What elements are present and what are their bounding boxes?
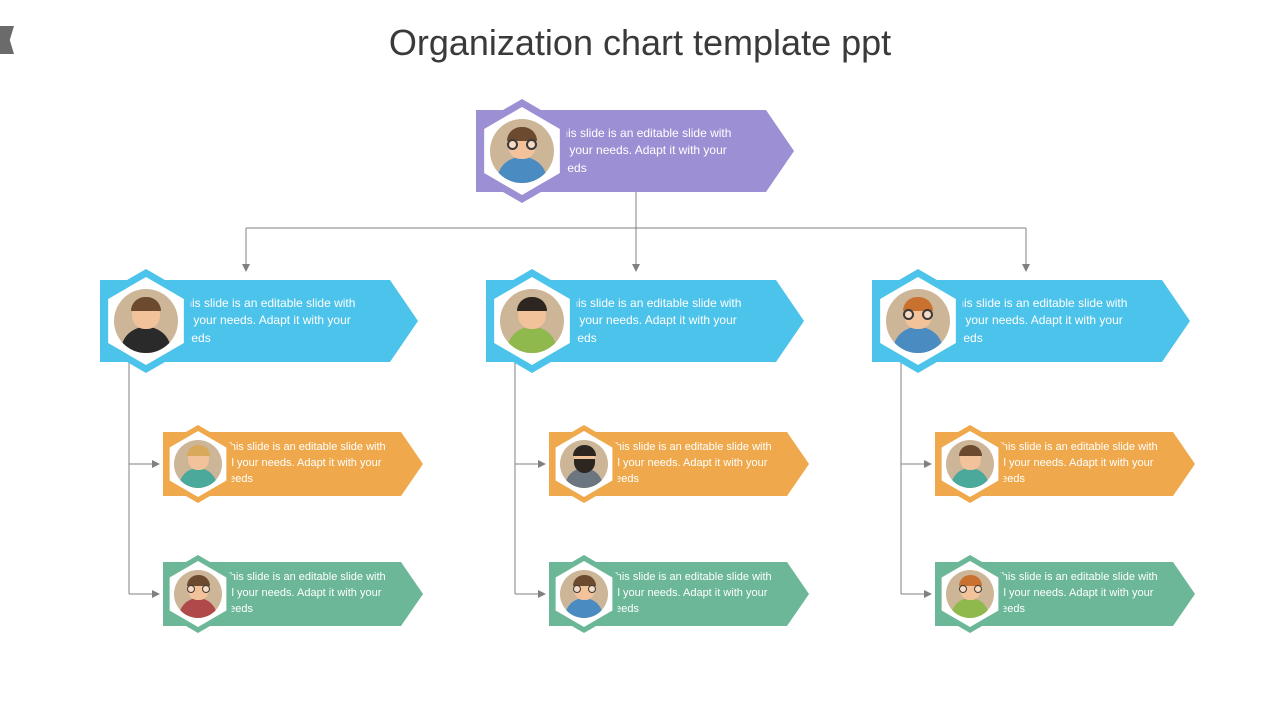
person-avatar-icon xyxy=(886,289,950,353)
org-node-m1: This slide is an editable slide with all… xyxy=(100,280,418,362)
node-text: This slide is an editable slide with all… xyxy=(178,295,358,347)
node-text: This slide is an editable slide with all… xyxy=(223,570,391,618)
node-text: This slide is an editable slide with all… xyxy=(609,570,777,618)
page-title: Organization chart template ppt xyxy=(0,22,1280,64)
node-text: This slide is an editable slide with all… xyxy=(995,570,1163,618)
person-avatar-icon xyxy=(946,440,994,488)
org-node-m3: This slide is an editable slide with all… xyxy=(872,280,1190,362)
avatar-hex xyxy=(470,99,574,203)
person-avatar-icon xyxy=(174,440,222,488)
person-avatar-icon xyxy=(174,570,222,618)
org-node-s3b: This slide is an editable slide with all… xyxy=(935,562,1195,626)
person-avatar-icon xyxy=(560,440,608,488)
node-text: This slide is an editable slide with all… xyxy=(609,440,777,488)
node-text: This slide is an editable slide with all… xyxy=(995,440,1163,488)
node-text: This slide is an editable slide with all… xyxy=(564,295,744,347)
avatar-hex xyxy=(931,555,1009,633)
avatar-hex xyxy=(545,425,623,503)
node-text: This slide is an editable slide with all… xyxy=(223,440,391,488)
avatar-hex xyxy=(931,425,1009,503)
person-avatar-icon xyxy=(490,119,554,183)
person-avatar-icon xyxy=(946,570,994,618)
person-avatar-icon xyxy=(500,289,564,353)
avatar-hex xyxy=(159,555,237,633)
org-node-m2: This slide is an editable slide with all… xyxy=(486,280,804,362)
avatar-hex xyxy=(94,269,198,373)
org-node-s2b: This slide is an editable slide with all… xyxy=(549,562,809,626)
avatar-hex xyxy=(480,269,584,373)
node-text: This slide is an editable slide with all… xyxy=(950,295,1130,347)
avatar-hex xyxy=(159,425,237,503)
org-node-s1b: This slide is an editable slide with all… xyxy=(163,562,423,626)
avatar-hex xyxy=(866,269,970,373)
avatar-hex xyxy=(545,555,623,633)
person-avatar-icon xyxy=(560,570,608,618)
org-node-s3a: This slide is an editable slide with all… xyxy=(935,432,1195,496)
node-text: This slide is an editable slide with all… xyxy=(554,125,734,177)
org-node-s2a: This slide is an editable slide with all… xyxy=(549,432,809,496)
org-node-s1a: This slide is an editable slide with all… xyxy=(163,432,423,496)
org-node-root: This slide is an editable slide with all… xyxy=(476,110,794,192)
person-avatar-icon xyxy=(114,289,178,353)
